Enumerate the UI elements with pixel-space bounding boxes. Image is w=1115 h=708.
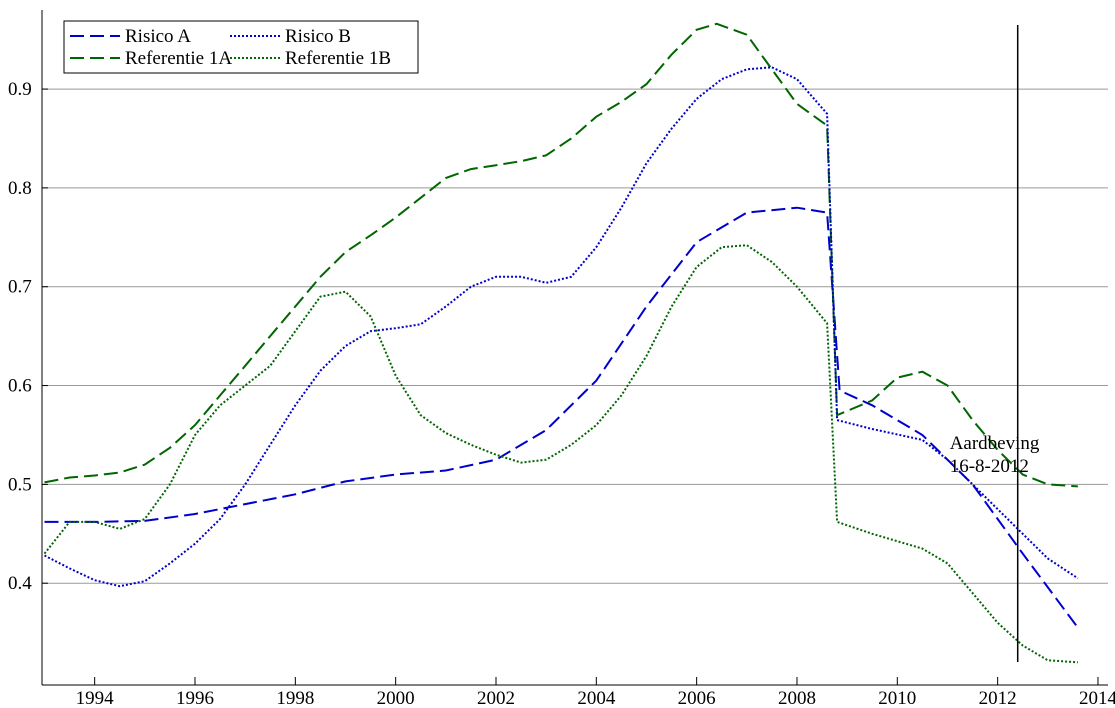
line-series [44,206,1079,629]
legend-label: Risico A [125,26,191,47]
x-tick-label: 2014 [1079,688,1115,708]
line-series [43,244,1078,664]
x-tick-label: 1994 [76,688,115,708]
annotation: 16-8-2012 [950,456,1029,477]
line-series [44,22,1078,488]
legend-box [63,20,419,74]
annotation: Aardbeving [950,433,1040,454]
y-tick-label: 0.9 [8,79,32,100]
legend-label: Referentie 1A [125,48,232,69]
legend-label: Referentie 1B [285,48,391,69]
x-tick-label: 2006 [678,688,716,708]
y-tick-label: 0.4 [8,573,32,594]
x-tick-label: 2004 [577,688,616,708]
line-series [44,66,1079,588]
x-tick-label: 2010 [878,688,916,708]
x-tick-label: 1996 [176,688,214,708]
x-tick-label: 2012 [979,688,1017,708]
y-tick-label: 0.7 [8,277,32,298]
x-tick-label: 1998 [276,688,314,708]
y-tick-label: 0.8 [8,178,32,199]
x-tick-label: 2002 [477,688,515,708]
x-tick-label: 2008 [778,688,816,708]
legend-label: Risico B [285,26,351,47]
y-tick-label: 0.5 [8,474,32,495]
x-tick-label: 2000 [377,688,415,708]
y-tick-label: 0.6 [8,376,32,397]
